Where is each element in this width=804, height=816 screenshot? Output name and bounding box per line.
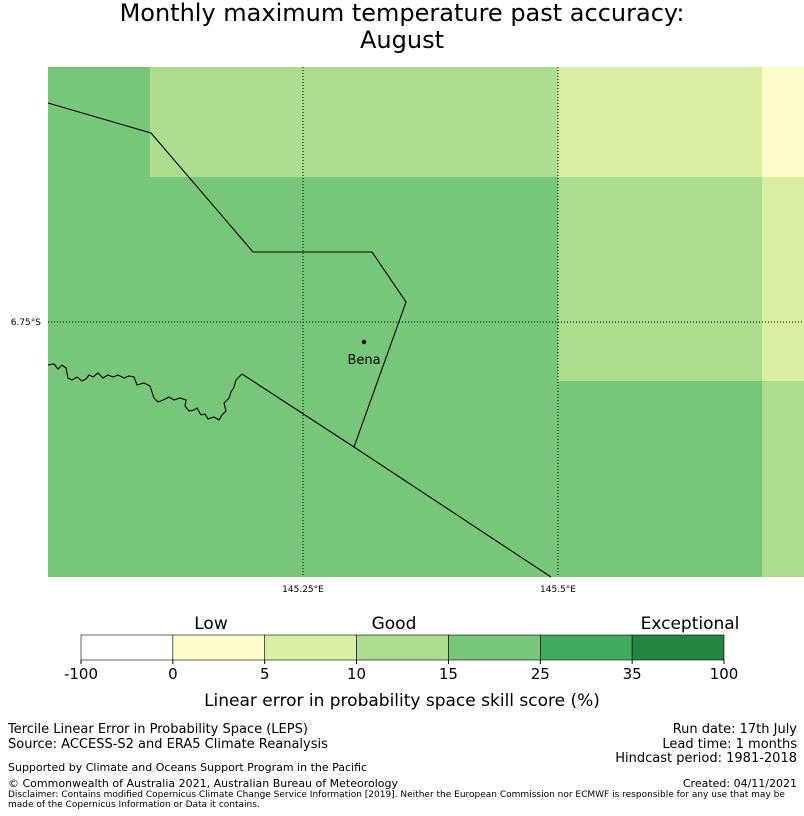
grid-cell	[150, 67, 558, 177]
colorbar-category-low: Low	[194, 614, 228, 634]
grid-cell	[762, 67, 804, 177]
lon-label: 145.5°E	[540, 585, 576, 595]
colorbar-segment	[172, 634, 266, 661]
colorbar-tick-label: 100	[710, 665, 739, 683]
town-label: Bena	[347, 353, 380, 368]
colorbar-segment	[356, 634, 449, 661]
grid-cell	[558, 381, 762, 577]
colorbar-tick-label: 35	[623, 665, 642, 683]
footer-support: Supported by Climate and Oceans Support …	[8, 761, 368, 774]
grid-cell	[762, 177, 804, 381]
colorbar-segment	[539, 634, 633, 661]
colorbar-tick-label: 5	[260, 665, 270, 683]
town-marker	[361, 339, 367, 345]
colorbar-segment	[80, 634, 174, 661]
footer-hindcast: Hindcast period: 1981-2018	[615, 751, 797, 766]
footer-run-date: Run date: 17th July	[672, 722, 797, 737]
footer-disclaimer: Disclaimer: Contains modified Copernicus…	[8, 790, 785, 810]
footer-method: Tercile Linear Error in Probability Spac…	[8, 722, 308, 737]
colorbar-axis-label: Linear error in probability space skill …	[204, 691, 600, 711]
chart-title-line-2: August	[360, 26, 444, 54]
colorbar-tick-label: 0	[168, 665, 178, 683]
colorbar-segment	[264, 634, 357, 661]
skill-map: Bena 6.75°S 145.25°E 145.5°E Low Good Ex…	[11, 67, 804, 711]
colorbar-tick-label: 15	[439, 665, 458, 683]
footer-created: Created: 04/11/2021	[682, 777, 797, 790]
colorbar-category-good: Good	[372, 614, 417, 634]
grid-cell	[558, 67, 762, 177]
colorbar-tick-label: 25	[531, 665, 550, 683]
lat-label: 6.75°S	[11, 318, 42, 328]
lon-label: 145.25°E	[282, 585, 324, 595]
province-boundary	[47, 102, 407, 448]
river-line	[47, 363, 243, 421]
colorbar-segment	[631, 634, 725, 661]
colorbar-tick-label: -100	[64, 665, 98, 683]
footer-source: Source: ACCESS-S2 and ERA5 Climate Reana…	[8, 737, 328, 752]
colorbar-category-exceptional: Exceptional	[641, 614, 740, 634]
grid-cell	[558, 177, 762, 381]
colorbar-segment	[448, 634, 541, 661]
chart-title-line-1: Monthly maximum temperature past accurac…	[119, 0, 685, 27]
footer-copyright: © Commonwealth of Australia 2021, Austra…	[8, 777, 398, 790]
grid-cell	[762, 381, 804, 577]
grid-cell	[48, 67, 150, 177]
footer-lead-time: Lead time: 1 months	[662, 737, 797, 752]
colorbar-tick-label: 10	[347, 665, 366, 683]
colorbar: -100 0 5 10 15 25 35 100	[64, 634, 739, 683]
province-boundary	[241, 373, 552, 578]
